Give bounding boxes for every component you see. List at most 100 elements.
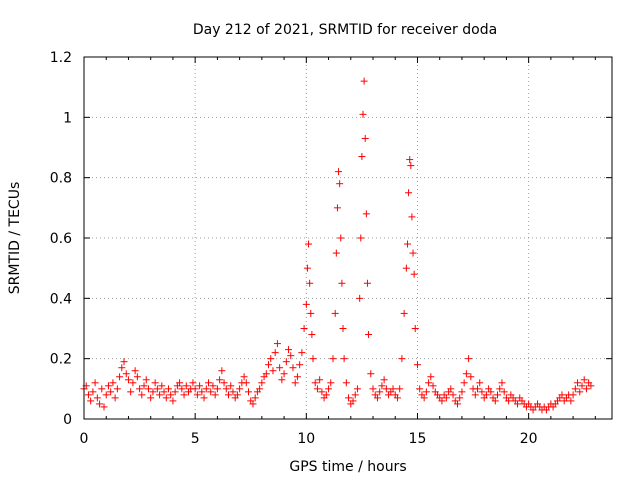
data-point bbox=[269, 367, 277, 375]
data-point bbox=[271, 349, 279, 357]
data-point bbox=[236, 385, 244, 393]
data-point bbox=[429, 382, 437, 390]
data-point bbox=[131, 367, 139, 375]
data-point bbox=[258, 379, 266, 387]
data-point bbox=[267, 355, 275, 363]
data-point bbox=[193, 391, 201, 399]
data-point bbox=[296, 361, 304, 369]
data-point bbox=[140, 382, 148, 390]
data-point bbox=[367, 370, 375, 378]
data-point bbox=[351, 391, 359, 399]
data-point bbox=[456, 394, 464, 402]
data-point bbox=[567, 397, 575, 405]
data-point bbox=[582, 385, 590, 393]
data-point bbox=[574, 379, 582, 387]
data-point bbox=[396, 385, 404, 393]
data-point bbox=[245, 388, 253, 396]
data-point bbox=[349, 397, 357, 405]
data-point bbox=[265, 361, 273, 369]
data-point bbox=[305, 240, 313, 248]
data-point bbox=[285, 346, 293, 354]
data-point bbox=[293, 373, 301, 381]
data-point bbox=[420, 394, 428, 402]
data-point bbox=[216, 376, 224, 384]
data-point bbox=[189, 379, 197, 387]
data-point bbox=[411, 325, 419, 332]
data-point bbox=[176, 379, 184, 387]
x-axis-label: GPS time / hours bbox=[289, 459, 406, 475]
y-tick-label: 0.8 bbox=[50, 171, 72, 187]
data-point bbox=[422, 388, 430, 396]
data-point bbox=[109, 379, 117, 387]
data-point bbox=[202, 385, 210, 393]
data-point bbox=[100, 403, 108, 411]
data-point bbox=[93, 394, 101, 402]
data-point bbox=[360, 77, 368, 85]
data-point bbox=[229, 388, 237, 396]
data-point bbox=[378, 382, 386, 390]
data-point bbox=[403, 240, 411, 248]
data-point bbox=[225, 391, 233, 399]
data-point bbox=[318, 388, 326, 396]
data-point bbox=[167, 391, 175, 399]
data-point bbox=[587, 382, 595, 390]
data-point bbox=[144, 385, 152, 393]
data-point bbox=[491, 397, 499, 405]
data-point bbox=[127, 388, 135, 396]
data-point bbox=[337, 234, 345, 242]
data-point bbox=[87, 397, 95, 405]
data-point bbox=[200, 394, 208, 402]
data-point bbox=[500, 388, 508, 396]
data-point bbox=[118, 364, 126, 372]
data-point bbox=[278, 376, 286, 384]
data-point bbox=[280, 370, 288, 378]
data-point bbox=[282, 358, 290, 366]
data-point bbox=[153, 385, 161, 393]
data-point bbox=[289, 364, 297, 372]
data-point bbox=[514, 400, 522, 408]
data-point bbox=[204, 379, 212, 387]
data-point bbox=[571, 385, 579, 393]
data-point bbox=[410, 270, 418, 278]
data-point bbox=[460, 379, 468, 387]
data-point bbox=[498, 379, 506, 387]
data-point bbox=[96, 400, 104, 408]
data-point bbox=[427, 373, 435, 381]
data-point bbox=[416, 385, 424, 393]
data-point bbox=[142, 376, 150, 384]
data-point bbox=[104, 382, 112, 390]
data-point bbox=[494, 391, 502, 399]
data-point bbox=[311, 379, 319, 387]
data-point bbox=[458, 388, 466, 396]
data-point bbox=[332, 249, 340, 257]
data-point bbox=[478, 388, 486, 396]
data-point bbox=[376, 388, 384, 396]
data-point bbox=[405, 189, 413, 197]
data-point bbox=[102, 391, 110, 399]
data-point bbox=[449, 391, 457, 399]
data-point bbox=[467, 373, 475, 381]
data-point bbox=[487, 388, 495, 396]
data-point bbox=[158, 382, 166, 390]
data-point bbox=[313, 385, 321, 393]
data-point bbox=[340, 355, 348, 363]
data-point bbox=[406, 156, 414, 164]
data-point bbox=[129, 379, 137, 387]
data-point bbox=[98, 385, 106, 393]
data-point bbox=[191, 385, 199, 393]
data-point bbox=[182, 382, 190, 390]
y-tick-label: 0.6 bbox=[50, 231, 72, 247]
data-point bbox=[180, 391, 188, 399]
data-point bbox=[169, 397, 177, 405]
data-point bbox=[111, 394, 119, 402]
chart-title: Day 212 of 2021, SRMTID for receiver dod… bbox=[193, 22, 497, 38]
y-tick-label: 1 bbox=[63, 110, 72, 126]
data-point bbox=[207, 388, 215, 396]
data-point bbox=[220, 379, 228, 387]
data-point bbox=[89, 388, 97, 396]
data-point bbox=[164, 385, 172, 393]
data-point bbox=[380, 376, 388, 384]
data-point bbox=[382, 385, 390, 393]
data-point bbox=[365, 331, 373, 339]
data-point bbox=[342, 379, 350, 387]
